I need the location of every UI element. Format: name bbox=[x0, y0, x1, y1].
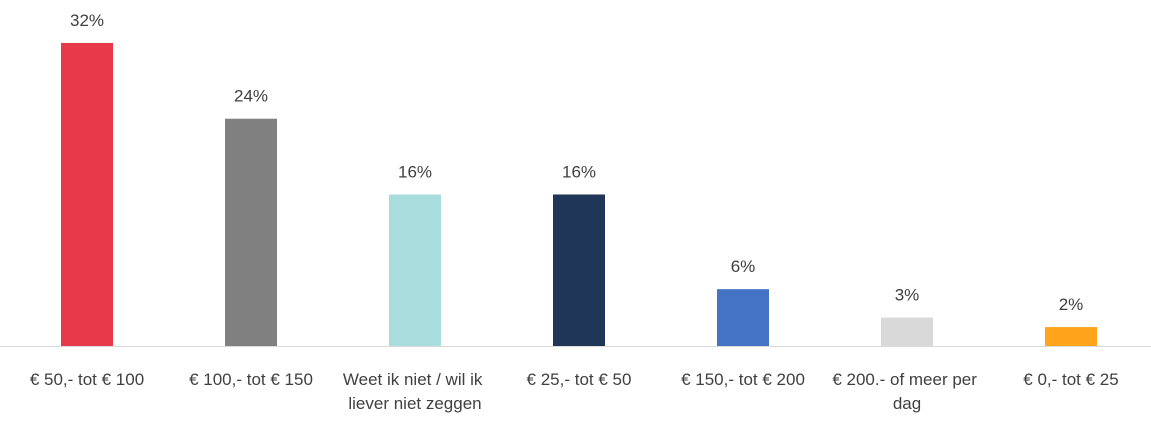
x-tick-label: € 25,- tot € 50 bbox=[527, 370, 632, 389]
x-tick-label: Weet ik niet / wil ik liever niet zeggen bbox=[343, 370, 487, 413]
bar bbox=[61, 42, 113, 347]
bar bbox=[225, 118, 277, 346]
x-tick-label: € 50,- tot € 100 bbox=[30, 370, 144, 389]
bar bbox=[553, 194, 605, 346]
x-tick-label: € 0,- tot € 25 bbox=[1023, 370, 1118, 389]
data-label: 16% bbox=[398, 162, 432, 181]
bar bbox=[717, 289, 769, 346]
bar bbox=[1045, 327, 1097, 346]
bar bbox=[881, 317, 933, 346]
data-label: 2% bbox=[1059, 295, 1084, 314]
x-tick-label: € 150,- tot € 200 bbox=[681, 370, 805, 389]
data-label: 32% bbox=[70, 11, 104, 30]
data-label: 3% bbox=[895, 286, 920, 305]
data-label: 16% bbox=[562, 162, 596, 181]
data-label: 6% bbox=[731, 257, 756, 276]
x-tick-label: € 200.- of meer per dag bbox=[832, 370, 981, 413]
x-tick-label: € 100,- tot € 150 bbox=[189, 370, 313, 389]
data-label: 24% bbox=[234, 87, 268, 106]
bar bbox=[389, 194, 441, 346]
